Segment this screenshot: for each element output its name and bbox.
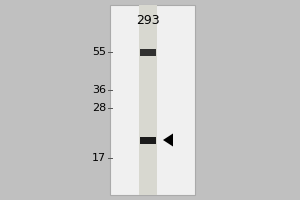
Polygon shape <box>163 134 173 146</box>
Text: 17: 17 <box>92 153 106 163</box>
Text: 36: 36 <box>92 85 106 95</box>
Bar <box>140 136 156 144</box>
Text: 293: 293 <box>136 14 160 27</box>
Bar <box>139 5 157 195</box>
Text: 28: 28 <box>92 103 106 113</box>
Text: 55: 55 <box>92 47 106 57</box>
Bar <box>140 48 156 55</box>
Bar <box>110 5 195 195</box>
